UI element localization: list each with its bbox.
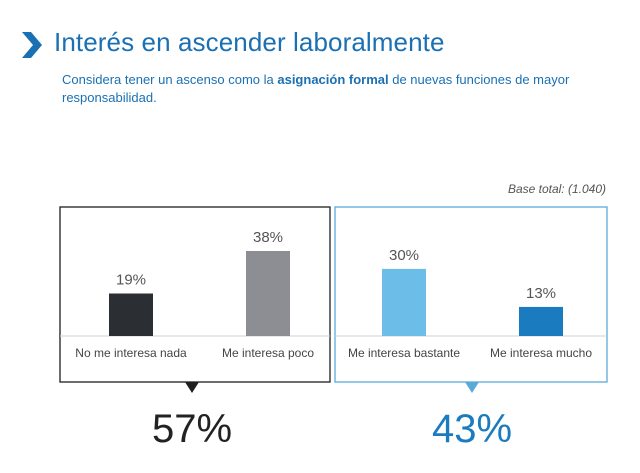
base-total-note: Base total: (1.040)	[507, 182, 606, 196]
category-label-4: Me interesa mucho	[490, 346, 592, 360]
group-pointer-2	[465, 382, 479, 393]
category-label-2: Me interesa poco	[222, 346, 314, 360]
group-pointer-1	[185, 382, 199, 393]
bar-2	[246, 251, 290, 336]
value-label-4: 13%	[526, 285, 556, 302]
bar-1	[109, 293, 153, 336]
category-label-1: No me interesa nada	[75, 346, 187, 360]
bar-4	[519, 306, 563, 336]
value-label-1: 19%	[116, 272, 146, 289]
value-label-2: 38%	[253, 229, 283, 246]
subtitle-highlight: asignación formal	[277, 72, 389, 87]
subtitle-text-end: de nuevas funciones de mayor responsabil…	[62, 72, 570, 105]
group-total-2: 43%	[432, 407, 512, 451]
bar-3	[382, 268, 426, 336]
subtitle-text-start: Considera tener un ascenso como la	[62, 72, 278, 87]
category-label-3: Me interesa bastante	[348, 346, 460, 360]
page-subtitle: Considera tener un ascenso como la asign…	[62, 71, 582, 107]
value-label-3: 30%	[389, 247, 419, 264]
page-title: Interés en ascender laboralmente	[54, 27, 445, 57]
chevron-right-icon	[22, 32, 42, 58]
group-total-1: 57%	[152, 407, 232, 451]
